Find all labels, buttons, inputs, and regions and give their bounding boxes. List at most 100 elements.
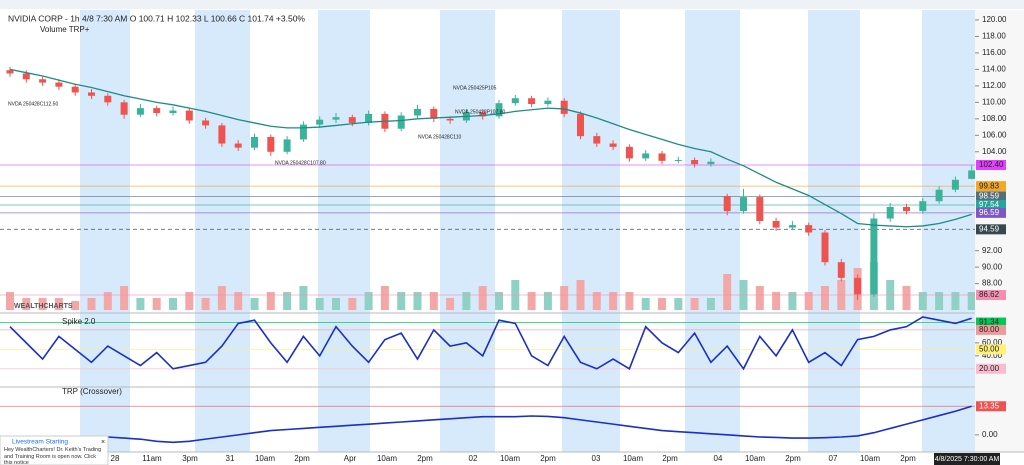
level-label: 50.00 [979, 344, 1000, 353]
level-box [976, 324, 1006, 335]
volume-bar [136, 298, 145, 310]
candle-body [511, 98, 519, 104]
volume-bar [397, 292, 406, 310]
y-tick-label: 108.00 [982, 114, 1007, 123]
annotation: NVDA 250428C112.50 [8, 101, 58, 107]
volume-bar [967, 292, 976, 310]
candle-body [479, 112, 487, 117]
level-label: 102.40 [979, 160, 1004, 169]
volume-bar [609, 292, 618, 310]
volume-bar [169, 298, 177, 310]
y-tick-label: 60.00 [982, 338, 1003, 347]
candle-body [935, 189, 943, 202]
chart-title: NVIDIA CORP - 1h 4/8 7:30 AM O 100.71 H … [8, 13, 305, 23]
volume-bar [250, 298, 259, 310]
session-band [808, 10, 860, 452]
candle-body [153, 108, 161, 114]
volume-bar [120, 286, 129, 310]
session-band [440, 10, 495, 452]
volume-bar [935, 292, 944, 310]
pane-title: Spike 2.0 [62, 317, 96, 326]
level-box [976, 181, 1006, 192]
popup-close[interactable]: × [101, 439, 105, 446]
candle-body [625, 146, 633, 159]
x-tick-label: Apr [344, 454, 357, 463]
volume-bar [527, 292, 536, 310]
annotation: NVDA 250428P107.80 [455, 109, 506, 115]
level-label: 94.59 [979, 224, 1000, 233]
x-tick-label: 07 [829, 454, 838, 463]
session-band [318, 10, 370, 452]
y-tick-label: 92.00 [982, 246, 1003, 255]
level-label: 98.59 [979, 191, 1000, 200]
level-box [976, 344, 1006, 355]
candle-body [251, 136, 258, 148]
volume-bar [6, 292, 14, 310]
x-tick-label: 10am [377, 454, 397, 463]
candle-body [169, 110, 177, 114]
volume-bar [446, 298, 455, 310]
x-tick-label: 11am [142, 454, 162, 463]
candle-body [185, 110, 193, 121]
candle-body [593, 136, 601, 144]
moving-average [9, 68, 972, 228]
candle-body [234, 143, 242, 148]
volume-bar [299, 286, 308, 310]
candle-body [674, 160, 682, 162]
level-label: 96.59 [979, 208, 1000, 217]
level-label: 91.34 [979, 318, 1000, 327]
volume-bar [478, 286, 487, 310]
volume-bar [690, 298, 699, 310]
level-label: 97.54 [979, 200, 1000, 209]
volume-bar [185, 292, 194, 310]
candle-body [968, 170, 976, 179]
level-label: 80.00 [979, 325, 1000, 334]
logo: WEALTHCHARTS [14, 303, 73, 310]
x-tick-label: 02 [469, 454, 478, 463]
time-box [934, 453, 1000, 465]
popup-box[interactable] [0, 435, 109, 465]
session-bands [80, 10, 975, 452]
indicator-line [9, 316, 972, 371]
popup-title[interactable]: Livestream Starting [12, 439, 68, 446]
level-box [976, 290, 1006, 301]
y-tick-label: 104.00 [982, 147, 1007, 156]
level-label: 13.35 [979, 401, 1000, 410]
volume-bar [543, 292, 552, 310]
candle-body [544, 100, 552, 104]
candle-body [691, 160, 699, 165]
candle-body [22, 73, 30, 80]
candle-body [397, 115, 405, 129]
x-tick-label: 3pm [182, 454, 198, 463]
level-box [976, 159, 1006, 170]
volume-bar [201, 298, 210, 310]
session-band [195, 10, 250, 452]
candle-body [218, 125, 226, 144]
candle-body [55, 82, 63, 87]
x-tick-label: 10am [255, 454, 275, 463]
y-tick-label: 0.00 [982, 430, 998, 439]
x-tick-label: 10am [860, 454, 880, 463]
volume-bar [902, 286, 911, 310]
volume-bar [103, 292, 112, 310]
candle-body [120, 102, 128, 115]
candle-body [446, 118, 454, 121]
volume-bar [87, 298, 96, 310]
candle-body [821, 232, 829, 263]
x-tick-label: 28 [111, 454, 120, 463]
volume-bar [658, 298, 666, 310]
y-tick-label: 112.00 [982, 81, 1006, 90]
volume-bar [22, 298, 31, 310]
level-label: 20.00 [979, 364, 1000, 373]
y-tick-label: 116.00 [982, 48, 1006, 57]
x-tick-label: 03 [592, 454, 601, 463]
volume-bar [951, 292, 960, 310]
popup[interactable]: Livestream Starting Hey WealthCharters! … [0, 435, 109, 465]
volume-bar [804, 292, 813, 310]
pane-title: TRP (Crossover) [62, 387, 122, 396]
candle-body [642, 153, 650, 159]
candle-body [104, 95, 112, 103]
x-tick-label: 10am [500, 454, 520, 463]
volume-bar [560, 286, 569, 310]
